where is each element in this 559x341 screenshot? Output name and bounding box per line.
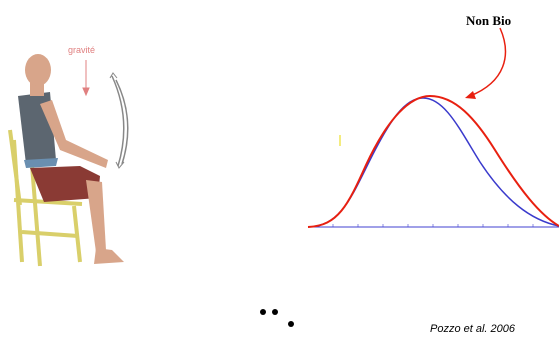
profile-plot xyxy=(307,94,559,228)
label-arrow xyxy=(465,27,507,99)
dots xyxy=(260,309,294,327)
non-bio-curve xyxy=(307,94,559,228)
motion-arrow xyxy=(109,72,129,169)
person-illustration xyxy=(8,54,124,267)
bio-curve xyxy=(307,97,559,228)
gravity-label: gravité xyxy=(68,45,95,55)
curve-label: Non Bio xyxy=(466,13,511,28)
gravity-arrow xyxy=(82,60,90,97)
baseline-ticks xyxy=(332,224,534,227)
citation: Pozzo et al. 2006 xyxy=(430,323,516,335)
